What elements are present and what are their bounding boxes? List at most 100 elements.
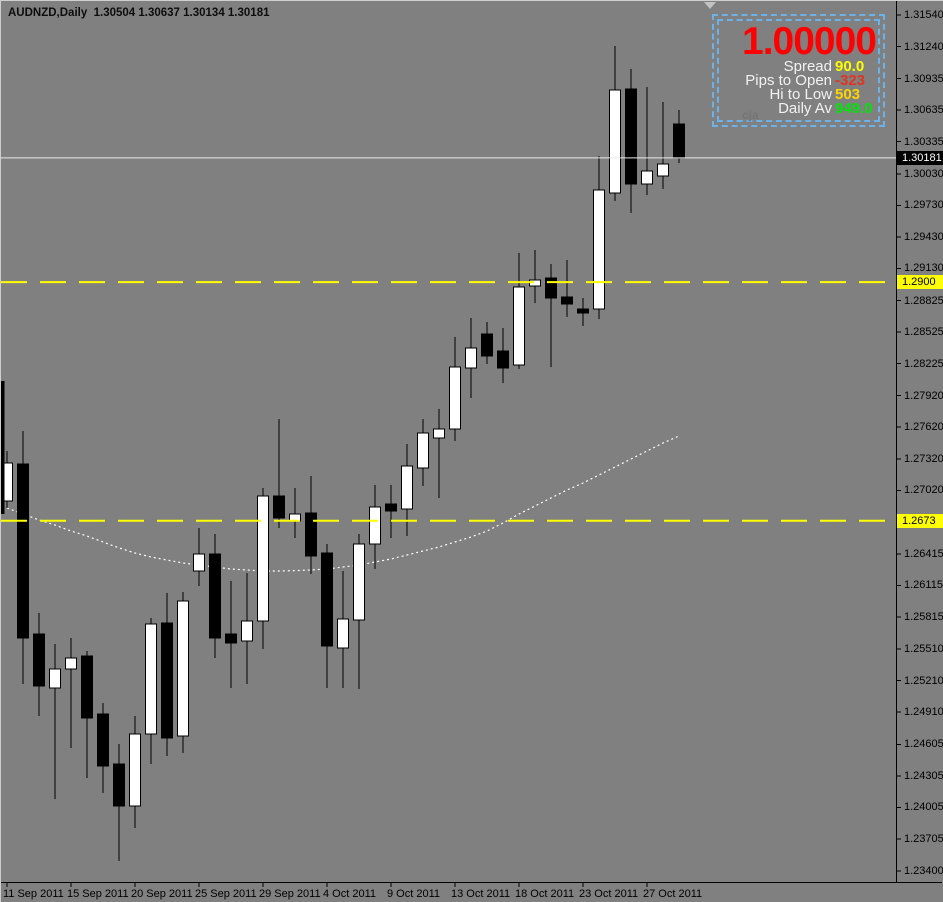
date-axis-label: 25 Sep 2011 [195,888,257,900]
candle[interactable] [593,189,605,310]
candle[interactable] [385,503,397,512]
candle[interactable] [337,618,349,649]
candle[interactable] [129,733,141,807]
price-axis-label: 1.31240 [904,41,943,53]
price-axis-label: 1.24910 [904,706,943,718]
candle[interactable] [81,655,93,719]
date-axis-label: 27 Oct 2011 [643,888,703,900]
price-axis-label: 1.23400 [904,865,943,877]
candle[interactable] [673,123,685,159]
candle[interactable] [273,495,285,519]
indicator-watermark: cja [742,108,759,122]
price-axis-label: 1.26415 [904,548,943,560]
price-axis-label: 1.27620 [904,421,943,433]
candle[interactable] [417,432,429,469]
price-axis-label: 1.28525 [904,326,943,338]
pips-to-open-label: Pips to Open [745,72,832,89]
candle[interactable] [657,163,669,177]
candle[interactable] [161,622,173,739]
candle[interactable] [145,623,157,735]
candle[interactable] [225,633,237,644]
price-axis-label: 1.30935 [904,73,943,85]
candle[interactable] [65,657,77,670]
spread-label: Spread [783,58,832,75]
candle[interactable] [305,512,317,557]
spread-value: 90.0 [835,58,865,75]
candle[interactable] [545,277,557,299]
candle[interactable] [49,668,61,689]
candle[interactable] [193,553,205,572]
level-price-tag: 1.2900 [897,275,943,289]
candle[interactable] [609,89,621,194]
daily-av-label: Daily Av [778,100,832,117]
price-axis-label: 1.30635 [904,104,943,116]
chart-shift-marker-icon[interactable] [704,2,716,9]
info-rows: Spread 90.0 Pips to Open -323 Hi to Low … [714,58,878,117]
price-axis-label: 1.31540 [904,9,943,21]
pip-info-panel[interactable]: 1.00000 Spread 90.0 Pips to Open -323 Hi… [712,14,885,127]
level-price-tag: 1.2673 [897,514,943,528]
candle[interactable] [449,366,461,430]
symbol-title: AUDNZD,Daily 1.30504 1.30637 1.30134 1.3… [8,7,270,19]
candle[interactable] [497,350,509,369]
pips-to-open-value: -323 [835,72,866,89]
date-axis-label: 23 Oct 2011 [579,888,639,900]
pip-value-display: 1.00000 [742,20,877,63]
price-axis-label: 1.24305 [904,770,943,782]
candle[interactable] [513,286,525,366]
current-price-tag: 1.30181 [897,151,943,165]
moving-average-line [6,435,680,572]
price-axis-label: 1.28825 [904,295,943,307]
hi-to-low-row: Hi to Low 503 [714,86,878,103]
price-axis-label: 1.24605 [904,738,943,750]
candle[interactable] [353,543,365,621]
candle[interactable] [433,428,445,439]
candle[interactable] [177,600,189,737]
price-axis-label: 1.30030 [904,168,943,180]
price-axis-label: 1.29430 [904,231,943,243]
price-axis-label: 1.29730 [904,199,943,211]
price-axis-label: 1.25210 [904,675,943,687]
partial-candle [1,381,5,514]
date-axis-label: 9 Oct 2011 [387,888,440,900]
spread-row: Spread 90.0 [714,58,878,75]
date-axis-label: 11 Sep 2011 [3,888,64,900]
price-axis-label: 1.27320 [904,453,943,465]
hi-to-low-label: Hi to Low [769,86,832,103]
candle[interactable] [369,506,381,545]
candle[interactable] [209,553,221,639]
price-axis-label: 1.25815 [904,611,943,623]
price-axis-label: 1.30335 [904,136,943,148]
date-axis-label: 4 Oct 2011 [323,888,376,900]
candle[interactable] [625,88,637,185]
daily-av-value: 949.0 [835,100,873,117]
candle[interactable] [641,170,653,185]
candle[interactable] [17,463,29,639]
price-axis-label: 1.28225 [904,358,943,370]
pips-to-open-row: Pips to Open -323 [714,72,878,89]
price-axis-label: 1.27020 [904,484,943,496]
candle[interactable] [113,763,125,807]
date-axis-label: 18 Oct 2011 [515,888,575,900]
price-axis-label: 1.23705 [904,833,943,845]
candle[interactable] [481,333,493,357]
candle[interactable] [401,465,413,510]
candle[interactable] [465,347,477,369]
price-axis-label: 1.29130 [904,262,943,274]
candle[interactable] [33,633,45,687]
candle[interactable] [241,620,253,642]
date-axis-label: 13 Oct 2011 [451,888,511,900]
candle[interactable] [321,552,333,647]
hi-to-low-value: 503 [835,86,861,103]
date-axis-label: 20 Sep 2011 [131,888,193,900]
price-axis-label: 1.24005 [904,801,943,813]
candle[interactable] [97,713,109,767]
candle[interactable] [577,308,589,314]
date-axis-label: 15 Sep 2011 [67,888,129,900]
daily-av-row: Daily Av 949.0 [714,100,878,117]
candle[interactable] [561,296,573,305]
candle[interactable] [257,495,269,622]
date-axis-label: 29 Sep 2011 [259,888,321,900]
